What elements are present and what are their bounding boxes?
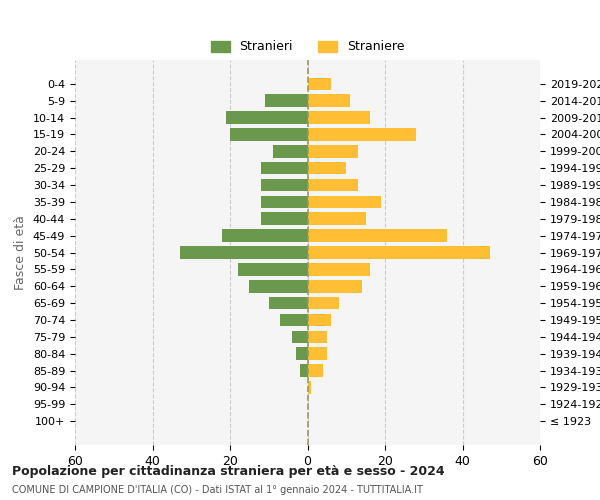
Bar bbox=[308, 111, 370, 124]
Bar bbox=[308, 314, 331, 326]
Bar bbox=[222, 230, 308, 242]
Bar bbox=[308, 348, 327, 360]
Bar bbox=[226, 111, 308, 124]
Bar bbox=[230, 128, 308, 141]
Bar bbox=[308, 381, 311, 394]
Bar bbox=[280, 314, 308, 326]
Bar bbox=[308, 330, 327, 343]
Bar bbox=[265, 94, 308, 107]
Bar bbox=[308, 297, 338, 310]
Bar bbox=[308, 178, 358, 192]
Legend: Stranieri, Straniere: Stranieri, Straniere bbox=[206, 36, 409, 59]
Bar bbox=[238, 263, 308, 276]
Bar bbox=[308, 280, 362, 292]
Bar bbox=[179, 246, 308, 259]
Text: COMUNE DI CAMPIONE D'ITALIA (CO) - Dati ISTAT al 1° gennaio 2024 - TUTTITALIA.IT: COMUNE DI CAMPIONE D'ITALIA (CO) - Dati … bbox=[12, 485, 423, 495]
Bar bbox=[308, 263, 370, 276]
Bar bbox=[308, 196, 381, 208]
Bar bbox=[308, 78, 331, 90]
Bar bbox=[308, 94, 350, 107]
Bar bbox=[308, 145, 358, 158]
Bar bbox=[250, 280, 308, 292]
Bar bbox=[292, 330, 308, 343]
Bar bbox=[308, 212, 365, 225]
Bar bbox=[261, 212, 308, 225]
Bar bbox=[308, 128, 416, 141]
Bar bbox=[308, 162, 346, 174]
Bar bbox=[261, 178, 308, 192]
Bar bbox=[308, 364, 323, 377]
Bar bbox=[308, 246, 490, 259]
Text: Popolazione per cittadinanza straniera per età e sesso - 2024: Popolazione per cittadinanza straniera p… bbox=[12, 465, 445, 478]
Bar bbox=[261, 196, 308, 208]
Bar bbox=[308, 230, 447, 242]
Bar bbox=[300, 364, 308, 377]
Bar bbox=[261, 162, 308, 174]
Bar bbox=[269, 297, 308, 310]
Y-axis label: Fasce di età: Fasce di età bbox=[14, 215, 28, 290]
Bar bbox=[272, 145, 308, 158]
Bar bbox=[296, 348, 308, 360]
